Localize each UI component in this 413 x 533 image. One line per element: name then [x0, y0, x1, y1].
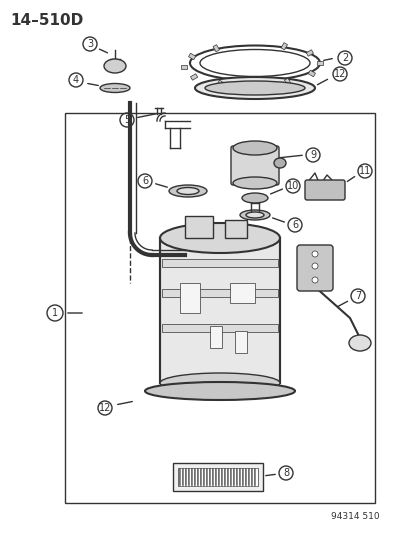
FancyBboxPatch shape — [161, 289, 277, 297]
Ellipse shape — [348, 335, 370, 351]
Text: 12: 12 — [333, 69, 345, 79]
Ellipse shape — [169, 185, 206, 197]
FancyBboxPatch shape — [235, 331, 247, 353]
FancyBboxPatch shape — [230, 146, 278, 185]
Bar — [213, 45, 219, 52]
Ellipse shape — [233, 177, 276, 189]
Ellipse shape — [245, 212, 263, 218]
Bar — [216, 80, 223, 87]
Bar — [316, 61, 322, 65]
Text: 6: 6 — [291, 220, 297, 230]
Text: 10: 10 — [286, 181, 299, 191]
Text: 4: 4 — [73, 75, 79, 85]
Text: 1: 1 — [52, 308, 58, 318]
FancyBboxPatch shape — [185, 216, 212, 238]
FancyBboxPatch shape — [161, 324, 277, 332]
Bar — [190, 74, 197, 80]
Text: 6: 6 — [142, 176, 148, 186]
FancyBboxPatch shape — [224, 220, 247, 238]
Bar — [180, 65, 187, 69]
Bar — [306, 50, 313, 56]
Text: 2: 2 — [341, 53, 347, 63]
FancyBboxPatch shape — [161, 259, 277, 267]
Text: 8: 8 — [282, 468, 288, 478]
Bar — [308, 70, 315, 77]
Text: 3: 3 — [87, 39, 93, 49]
Ellipse shape — [177, 188, 199, 195]
Circle shape — [311, 277, 317, 283]
Text: 94314 510: 94314 510 — [330, 512, 379, 521]
FancyBboxPatch shape — [159, 238, 279, 383]
Ellipse shape — [233, 141, 276, 155]
Circle shape — [311, 251, 317, 257]
Ellipse shape — [145, 382, 294, 400]
Bar — [188, 53, 195, 60]
Ellipse shape — [204, 81, 304, 95]
FancyBboxPatch shape — [296, 245, 332, 291]
FancyBboxPatch shape — [230, 283, 254, 303]
Circle shape — [311, 263, 317, 269]
Ellipse shape — [273, 158, 285, 168]
Ellipse shape — [195, 77, 314, 99]
Ellipse shape — [240, 210, 269, 220]
Text: 9: 9 — [309, 150, 315, 160]
Ellipse shape — [104, 59, 126, 73]
FancyBboxPatch shape — [209, 326, 221, 348]
Bar — [280, 43, 287, 50]
Text: 5: 5 — [123, 115, 130, 125]
FancyBboxPatch shape — [180, 283, 199, 313]
FancyBboxPatch shape — [304, 180, 344, 200]
Ellipse shape — [159, 223, 279, 253]
Text: 11: 11 — [358, 166, 370, 176]
Bar — [284, 78, 290, 85]
Ellipse shape — [100, 84, 130, 93]
FancyBboxPatch shape — [173, 463, 262, 491]
Ellipse shape — [242, 193, 267, 203]
FancyBboxPatch shape — [178, 468, 257, 486]
Text: 14–510D: 14–510D — [10, 13, 83, 28]
Text: 12: 12 — [99, 403, 111, 413]
Text: 7: 7 — [354, 291, 360, 301]
Ellipse shape — [159, 373, 279, 393]
